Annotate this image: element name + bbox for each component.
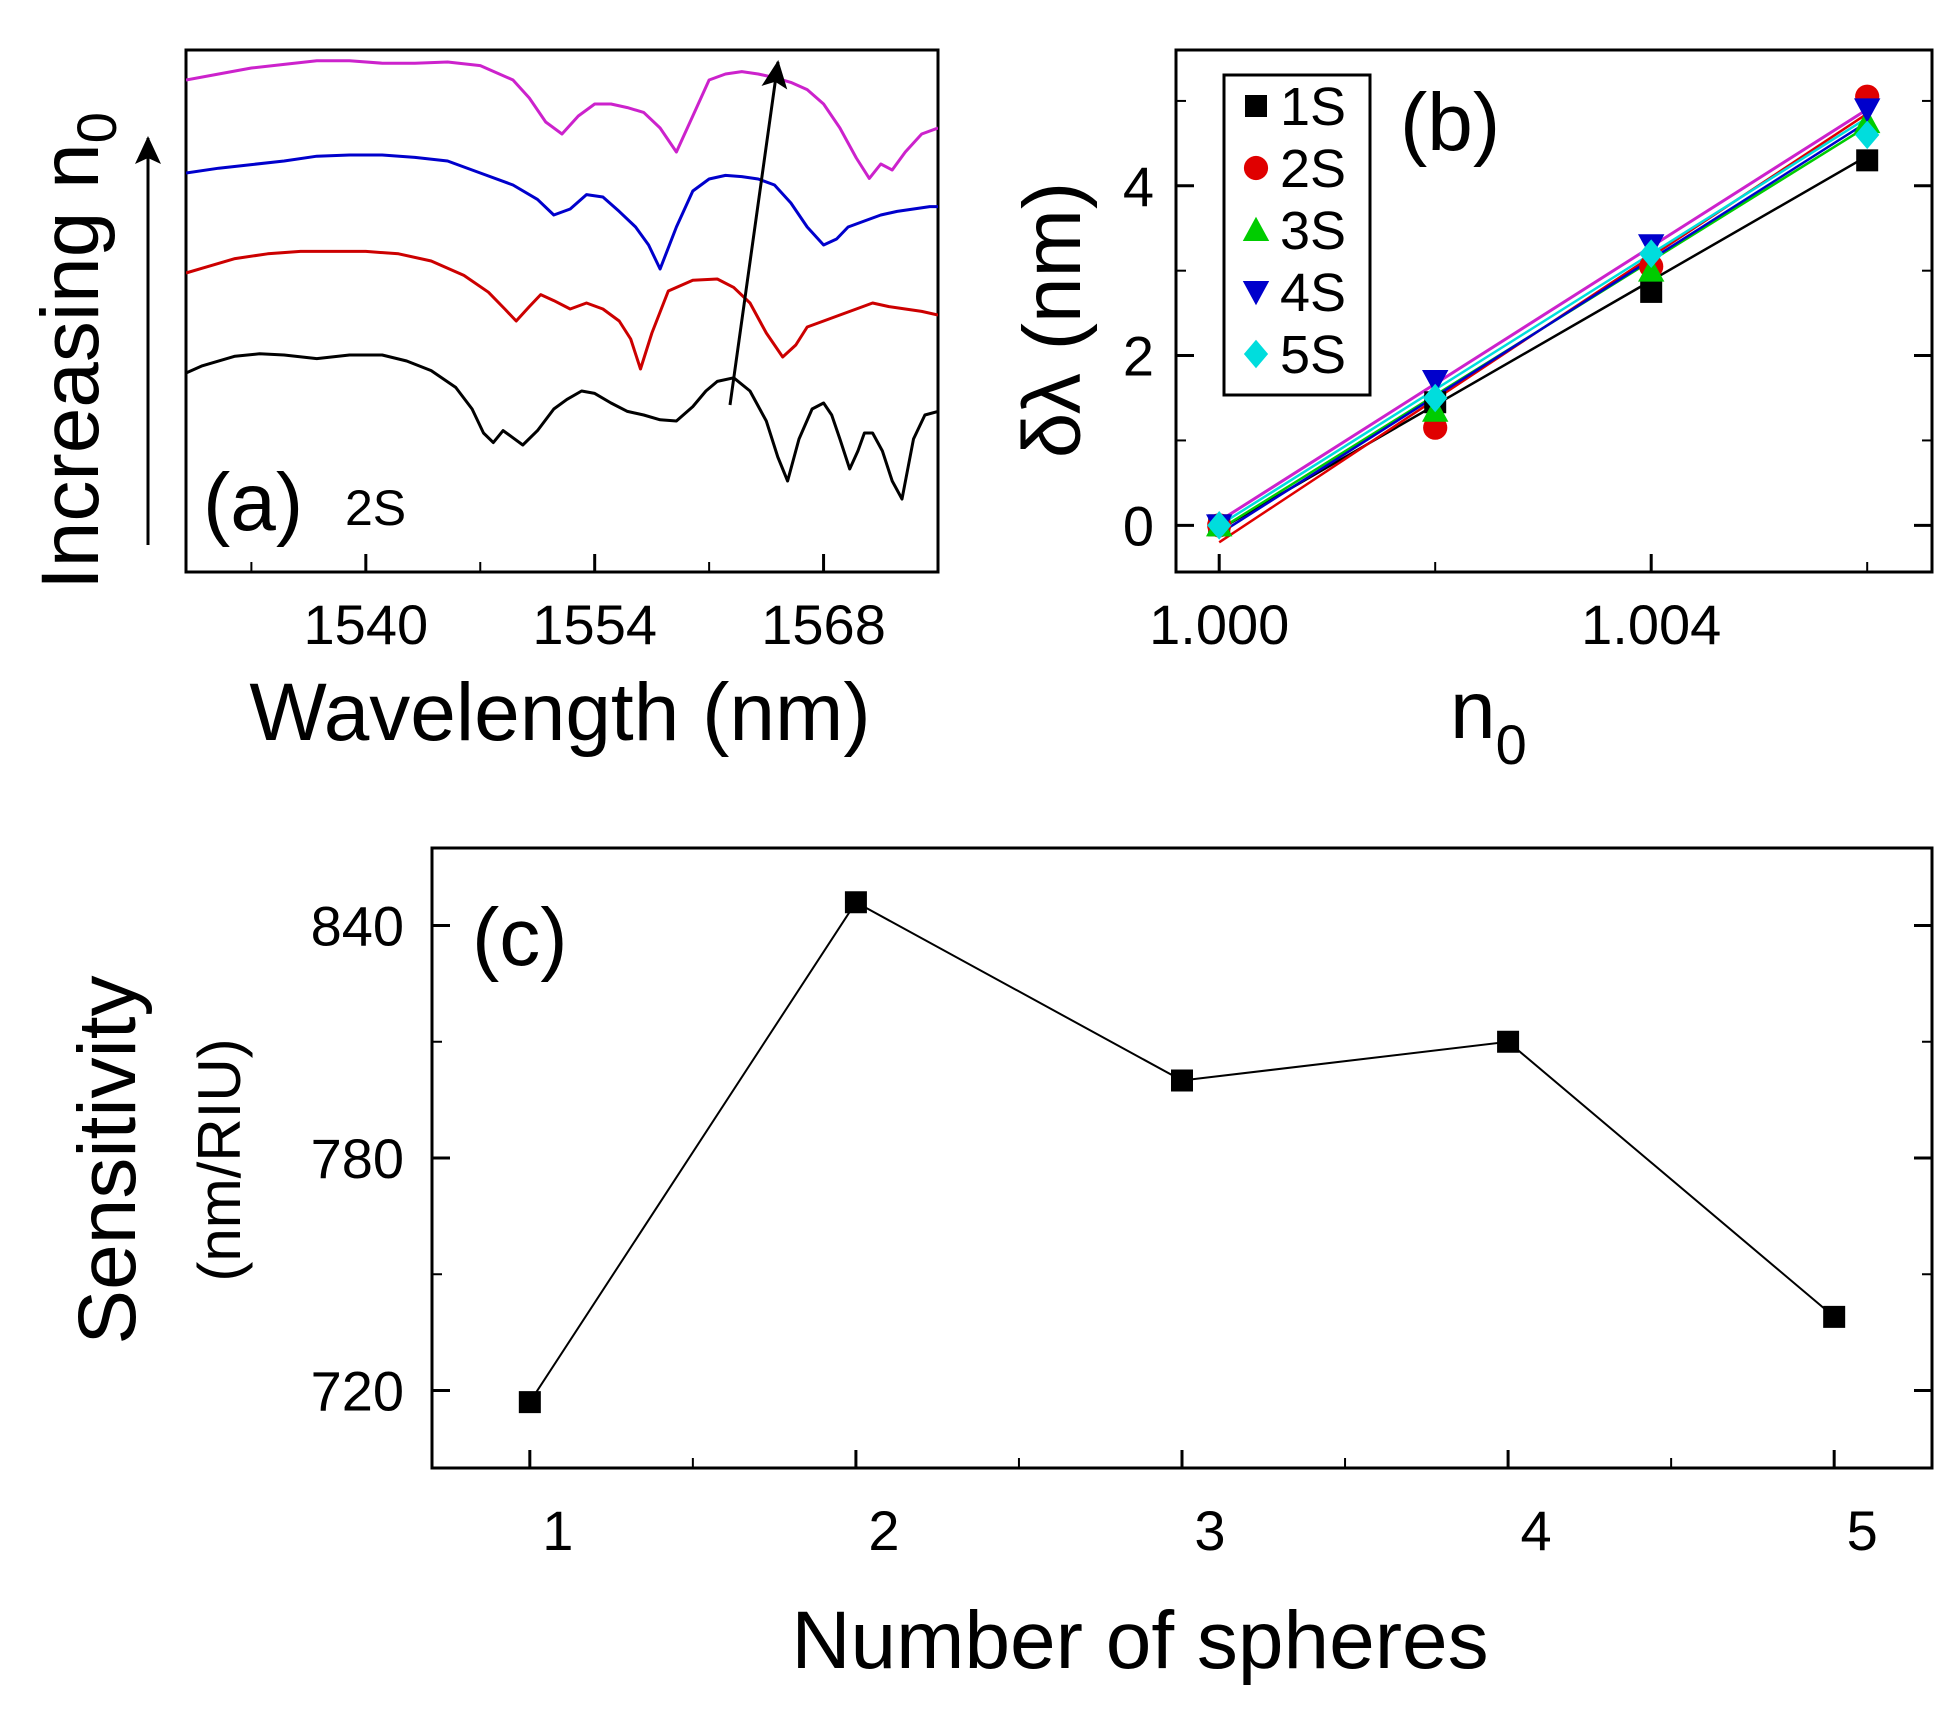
panel-b-data-point [1422,370,1449,395]
panel-a-inset-label: 2S [345,480,406,536]
panel-b-data-point [1638,257,1665,282]
panel-b-legend-marker [1242,216,1270,241]
panel-a-x-tick-label: 1568 [761,593,886,656]
panel-a-x-title: Wavelength (nm) [249,667,870,758]
panel-b-fit-lines [1218,108,1869,544]
panel-b-legend-label: 4S [1280,263,1346,323]
panel-b-data-point [1856,149,1879,172]
panel-a-x-ticks: 1540 1554 1568 [250,554,886,656]
panel-b-fit-line [1218,108,1869,523]
panel-b-legend-marker [1243,155,1269,181]
panel-c-x-tick-label: 2 [868,1499,899,1562]
panel-c-ticks: 1 2 3 4 5 720 780 840 [311,895,1932,1562]
panel-c-data-point [1823,1305,1846,1328]
panel-b-x-tick-label: 1.000 [1149,593,1289,656]
panel-c-data-point [844,891,867,914]
panel-b-label: (b) [1400,77,1500,168]
panel-c-x-tick-label: 5 [1847,1499,1878,1562]
panel-b-x-title: n0 [1450,665,1527,776]
panel-a-shift-arrow [728,60,788,406]
panel-b-legend-marker [1242,281,1270,306]
panel-b-data-point [1854,98,1881,123]
panel-b-legend-label: 2S [1280,139,1346,199]
panel-b-fit-line [1218,155,1868,531]
panel-b-points [1206,84,1881,540]
panel-b-y-tick-label: 0 [1123,494,1154,557]
panel-c-data-point [518,1391,541,1414]
panel-b-legend-label: 5S [1280,325,1346,385]
panel-b-x-tick-label: 1.004 [1581,593,1721,656]
panel-c-y-tick-label: 780 [311,1127,404,1190]
panel-c-data-point [1171,1069,1193,1092]
panel-b-legend-marker [1243,339,1269,369]
panel-a: 1540 1554 1568 (a) 2S Increasing n0 Wavele… [25,48,940,758]
panel-b-legend-label: 1S [1280,77,1346,137]
panel-a-x-tick-label: 1554 [532,593,657,656]
panel-c-x-tick-label: 4 [1521,1499,1552,1562]
panel-c-x-title: Number of spheres [791,1595,1488,1686]
panel-b-fit-line [1218,121,1868,535]
panel-b-data-point [1423,383,1448,413]
panel-a-series [186,59,938,501]
panel-b-data-point [1639,239,1664,269]
panel-c-line [528,900,1835,1403]
panel-a-x-tick-label: 1540 [304,593,429,656]
panel-c-y-title-line1: Sensitivity [62,975,153,1344]
panel-b-frame [1174,48,1934,574]
panel-c-data-point [1497,1030,1520,1053]
panel-b-data-point [1640,280,1663,303]
panel-b-legend-marker [1245,95,1267,117]
panel-c-y-title-line2: (nm/RIU) [186,1038,253,1281]
panel-b-y-title: δλ (nm) [1007,182,1098,458]
panel-c-series [518,891,1846,1414]
panel-b-fit-line [1218,116,1868,527]
panel-a-y-title: Increasing n0 [25,112,128,590]
panel-b-y-tick-label: 4 [1123,155,1154,218]
panel-b-y-tick-label: 2 [1123,325,1154,388]
panel-a-frame [184,48,940,574]
panel-a-spectrum-line [186,153,938,271]
panel-c-y-tick-label: 720 [311,1360,404,1423]
panel-a-spectrum-line [186,59,938,180]
panel-c-y-tick-label: 840 [311,895,404,958]
panel-a-spectrum-line [186,352,938,501]
panel-c-x-tick-label: 1 [542,1499,573,1562]
panel-b-legend-label: 3S [1280,201,1346,261]
panel-b-data-point [1207,511,1232,540]
panel-a-label: (a) [203,457,303,548]
panel-c-label: (c) [472,892,568,983]
panel-c-x-tick-label: 3 [1194,1499,1225,1562]
panel-a-spectrum-line [186,249,938,371]
panel-c-frame [430,846,1934,1470]
panel-b-data-point [1855,120,1880,150]
panel-b-ticks: 1.000 1.004 0 2 4 [1123,99,1932,656]
